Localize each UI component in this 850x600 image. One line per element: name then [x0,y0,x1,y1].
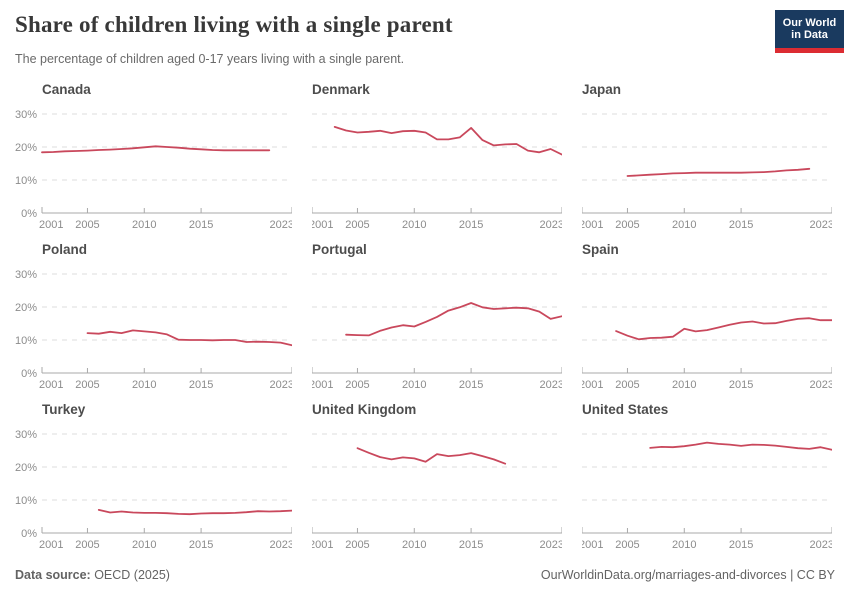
svg-text:30%: 30% [15,269,37,281]
svg-text:2005: 2005 [345,539,369,551]
owid-url-link[interactable]: OurWorldinData.org/marriages-and-divorce… [540,568,787,582]
svg-text:2001: 2001 [39,219,63,231]
svg-text:2023: 2023 [270,539,292,551]
svg-text:2005: 2005 [75,539,99,551]
chart-panel-title-turkey: Turkey [42,402,86,417]
svg-text:30%: 30% [15,109,37,121]
svg-text:2001: 2001 [582,379,603,391]
chart-panel-title-united-kingdom: United Kingdom [312,402,417,417]
owid-logo[interactable]: Our World in Data [775,10,844,53]
svg-text:2001: 2001 [312,379,333,391]
chart-panel-poland: Poland 2001 2005 2010 2015 2023 0% 10% 20% 30% [15,242,292,398]
denmark-line-chart: 2001 2005 2010 2015 2023 [312,113,562,231]
svg-text:2015: 2015 [459,379,483,391]
svg-text:2023: 2023 [810,539,832,551]
chart-panel-united-kingdom: United Kingdom 2001 2005 2010 2015 2023 [312,402,562,558]
chart-panel-spain: Spain 2001 2005 2010 2015 2023 [582,242,832,398]
svg-text:2001: 2001 [39,379,63,391]
chart-panel-title-spain: Spain [582,242,619,257]
svg-text:2001: 2001 [582,539,603,551]
spain-line-chart: 2001 2005 2010 2015 2023 [582,273,832,391]
svg-text:2005: 2005 [615,539,639,551]
svg-text:2001: 2001 [39,539,63,551]
data-source-note: Data source: OECD (2025) [15,568,170,582]
page-footer: Data source: OECD (2025) OurWorldinData.… [15,568,835,582]
svg-text:2005: 2005 [345,219,369,231]
chart-panel-title-poland: Poland [42,242,88,257]
svg-text:2015: 2015 [459,539,483,551]
svg-text:2023: 2023 [270,219,292,231]
svg-text:2015: 2015 [729,379,753,391]
svg-text:2015: 2015 [189,379,213,391]
united-states-line-chart: 2001 2005 2010 2015 2023 [582,433,832,551]
page-title: Share of children living with a single p… [15,12,453,37]
svg-text:20%: 20% [15,142,37,154]
svg-text:2015: 2015 [729,219,753,231]
svg-text:2015: 2015 [189,219,213,231]
chart-panel-canada: Canada 2001 2005 2010 2015 2023 0% 10% 20% 30% [15,82,292,238]
svg-text:2023: 2023 [540,379,562,391]
svg-text:2010: 2010 [402,379,426,391]
svg-text:2005: 2005 [615,219,639,231]
owid-logo-line2: in Data [791,29,828,41]
license-text: | CC BY [786,568,835,582]
chart-panel-denmark: Denmark 2001 2005 2010 2015 2023 [312,82,562,238]
chart-panel-japan: Japan 2001 2005 2010 2015 2023 [582,82,832,238]
svg-text:2005: 2005 [75,379,99,391]
svg-text:10%: 10% [15,335,37,347]
svg-text:10%: 10% [15,175,37,187]
svg-text:2010: 2010 [132,219,156,231]
svg-text:2015: 2015 [189,539,213,551]
chart-panel-title-japan: Japan [582,82,622,97]
svg-text:2023: 2023 [540,219,562,231]
svg-text:2023: 2023 [810,219,832,231]
svg-text:2010: 2010 [132,379,156,391]
svg-text:20%: 20% [15,462,37,474]
svg-text:2005: 2005 [75,219,99,231]
japan-line-chart: 2001 2005 2010 2015 2023 [582,113,832,231]
svg-text:2023: 2023 [540,539,562,551]
svg-text:2023: 2023 [270,379,292,391]
data-source-value: OECD (2025) [90,568,170,582]
portugal-line-chart: 2001 2005 2010 2015 2023 [312,273,562,391]
svg-text:0%: 0% [21,208,37,220]
chart-panel-title-united-states: United States [582,402,669,417]
svg-text:2005: 2005 [615,379,639,391]
svg-text:30%: 30% [15,429,37,441]
svg-text:2010: 2010 [672,539,696,551]
chart-panel-title-denmark: Denmark [312,82,370,97]
svg-text:2010: 2010 [672,219,696,231]
turkey-line-chart: 2001 2005 2010 2015 2023 0% 10% 20% 30% [15,429,292,551]
svg-text:0%: 0% [21,528,37,540]
svg-text:10%: 10% [15,495,37,507]
footer-right: OurWorldinData.org/marriages-and-divorce… [541,568,835,582]
svg-text:2010: 2010 [672,379,696,391]
svg-text:2001: 2001 [312,539,333,551]
svg-text:2010: 2010 [132,539,156,551]
svg-text:2001: 2001 [312,219,333,231]
svg-text:2010: 2010 [402,539,426,551]
svg-text:2023: 2023 [810,379,832,391]
united-kingdom-line-chart: 2001 2005 2010 2015 2023 [312,433,562,551]
svg-text:20%: 20% [15,302,37,314]
owid-logo-line1: Our World [782,17,837,29]
svg-text:0%: 0% [21,368,37,380]
chart-panel-title-portugal: Portugal [312,242,367,257]
chart-panel-portugal: Portugal 2001 2005 2010 2015 2023 [312,242,562,398]
svg-text:2001: 2001 [582,219,603,231]
svg-text:2005: 2005 [345,379,369,391]
svg-text:2015: 2015 [459,219,483,231]
svg-text:2010: 2010 [402,219,426,231]
chart-panel-turkey: Turkey 2001 2005 2010 2015 2023 0% 10% 20% 30% [15,402,292,558]
chart-panel-title-canada: Canada [42,82,91,97]
page-subtitle: The percentage of children aged 0-17 yea… [15,52,405,66]
data-source-label: Data source: [15,568,91,582]
svg-text:2015: 2015 [729,539,753,551]
chart-panel-united-states: United States 2001 2005 2010 2015 2023 [582,402,832,558]
canada-line-chart: 2001 2005 2010 2015 2023 0% 10% 20% 30% [15,109,292,231]
poland-line-chart: 2001 2005 2010 2015 2023 0% 10% 20% 30% [15,269,292,391]
